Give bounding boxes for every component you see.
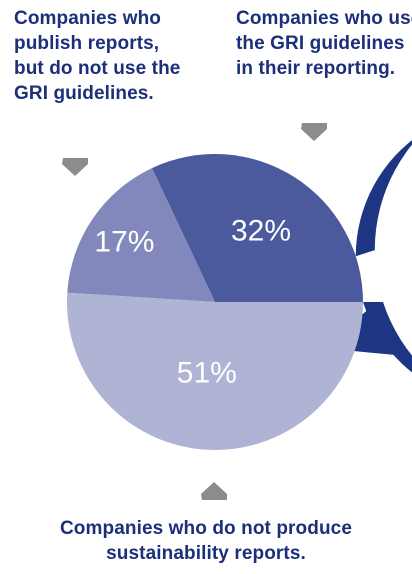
pie-slice [67,292,364,450]
arrow-down-icon [301,123,327,141]
label-line: sustainability reports. [106,543,306,564]
arrow-down-icon [62,158,88,176]
label-line: in their reporting. [236,58,396,79]
label-line: publish reports, [14,33,160,54]
pie-slice [67,168,215,302]
arrow-up-icon [201,482,227,500]
label-non-gri-reporters: Companies who publish reports, but do no… [14,6,180,106]
label-line: Companies who [14,8,161,29]
label-line: Companies who do not produce [59,518,353,539]
label-line: the GRI guidelines [236,33,405,54]
label-line: Companies who use [236,8,412,29]
label-line: GRI guidelines. [14,83,154,104]
label-line: but do not use the [14,58,181,79]
slice-label: 51% [177,357,237,390]
label-non-reporters: Companies who do not produce sustainabil… [0,516,412,566]
label-gri-reporters: Companies who use the GRI guidelines in … [236,6,412,81]
slice-label: 17% [94,225,154,258]
slice-label: 32% [231,215,291,248]
pie-slice [151,154,363,302]
cycle-ring [355,140,412,373]
